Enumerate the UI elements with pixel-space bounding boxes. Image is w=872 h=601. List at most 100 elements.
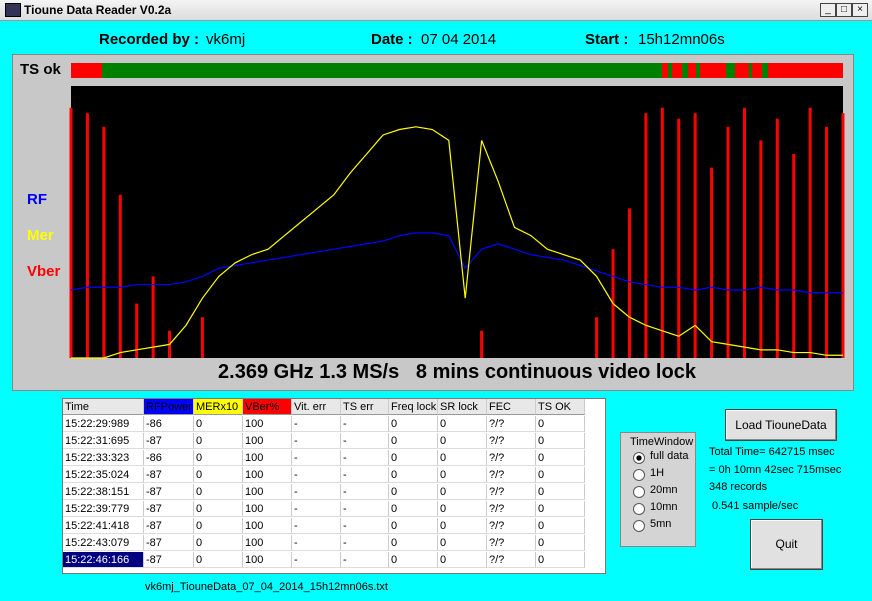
table-cell[interactable]: - [292,501,341,517]
table-cell[interactable]: -86 [144,416,194,432]
table-cell[interactable]: ?/? [487,467,536,483]
table-cell[interactable]: 0 [536,535,585,551]
radio-button[interactable] [633,503,645,515]
table-cell[interactable]: - [292,552,341,568]
table-cell[interactable]: 0 [194,535,243,551]
table-cell[interactable]: ?/? [487,501,536,517]
table-cell[interactable]: 15:22:43:079 [63,535,144,551]
radio-button[interactable] [633,452,645,464]
table-cell[interactable]: 0 [536,552,585,568]
table-cell[interactable]: - [341,433,389,449]
table-cell[interactable]: ?/? [487,484,536,500]
table-cell[interactable]: 0 [194,450,243,466]
table-cell[interactable]: -87 [144,518,194,534]
table-cell[interactable]: 0 [389,535,438,551]
radio-label[interactable]: 10mn [650,501,678,513]
table-cell[interactable]: 0 [194,552,243,568]
table-cell[interactable]: 100 [243,416,292,432]
table-cell[interactable]: 0 [194,467,243,483]
table-cell[interactable]: 0 [438,450,487,466]
table-cell[interactable]: ?/? [487,518,536,534]
table-cell[interactable]: 100 [243,501,292,517]
table-cell[interactable]: - [341,484,389,500]
table-cell[interactable]: ?/? [487,535,536,551]
table-cell[interactable]: 0 [389,484,438,500]
table-cell[interactable]: 100 [243,450,292,466]
table-cell[interactable]: 100 [243,518,292,534]
table-cell[interactable]: 0 [536,518,585,534]
table-cell[interactable]: 0 [194,501,243,517]
table-cell[interactable]: - [341,450,389,466]
minimize-button[interactable]: _ [820,3,836,17]
table-cell[interactable]: 0 [389,501,438,517]
table-cell[interactable]: - [292,450,341,466]
table-cell[interactable]: 0 [438,467,487,483]
table-cell[interactable]: 0 [536,467,585,483]
table-cell[interactable]: - [292,535,341,551]
table-cell[interactable]: -87 [144,484,194,500]
table-cell[interactable]: ?/? [487,552,536,568]
table-cell[interactable]: 0 [194,433,243,449]
table-cell[interactable]: 0 [389,552,438,568]
table-cell[interactable]: 100 [243,433,292,449]
table-cell[interactable]: -87 [144,433,194,449]
table-cell[interactable]: 0 [389,433,438,449]
table-cell[interactable]: - [341,535,389,551]
table-cell[interactable]: -87 [144,535,194,551]
table-cell[interactable]: - [341,501,389,517]
table-cell[interactable]: ?/? [487,450,536,466]
table-cell[interactable]: 0 [536,501,585,517]
table-cell[interactable]: - [341,518,389,534]
table-cell[interactable]: 15:22:39:779 [63,501,144,517]
table-cell[interactable]: -87 [144,552,194,568]
table-cell[interactable]: 0 [389,450,438,466]
table-cell[interactable]: 0 [194,416,243,432]
table-cell[interactable]: 100 [243,535,292,551]
table-cell[interactable]: - [341,552,389,568]
table-cell[interactable]: 0 [438,433,487,449]
radio-label[interactable]: 20mn [650,484,678,496]
table-cell[interactable]: -87 [144,467,194,483]
table-cell[interactable]: 15:22:35:024 [63,467,144,483]
table-cell[interactable]: - [341,416,389,432]
table-cell[interactable]: 0 [438,416,487,432]
table-cell[interactable]: 0 [438,484,487,500]
table-cell[interactable]: 0 [194,518,243,534]
table-cell[interactable]: 15:22:41:418 [63,518,144,534]
table-cell[interactable]: 15:22:29:989 [63,416,144,432]
table-cell[interactable]: 0 [438,552,487,568]
table-cell[interactable]: 0 [536,450,585,466]
table-cell[interactable]: 0 [536,484,585,500]
table-cell[interactable]: 15:22:38:151 [63,484,144,500]
table-cell[interactable]: 0 [389,416,438,432]
table-cell[interactable]: - [292,484,341,500]
table-cell[interactable]: 100 [243,467,292,483]
table-cell[interactable]: 15:22:33:323 [63,450,144,466]
radio-button[interactable] [633,486,645,498]
table-cell[interactable]: 100 [243,484,292,500]
radio-button[interactable] [633,469,645,481]
radio-button[interactable] [633,520,645,532]
table-cell[interactable]: 15:22:46:166 [63,552,144,568]
radio-label[interactable]: 5mn [650,518,672,530]
table-cell[interactable]: - [341,467,389,483]
radio-label[interactable]: full data [650,450,689,462]
table-cell[interactable]: 0 [438,518,487,534]
table-cell[interactable]: 0 [438,501,487,517]
table-cell[interactable]: 0 [194,484,243,500]
table-cell[interactable]: 0 [536,416,585,432]
table-cell[interactable]: - [292,518,341,534]
table-cell[interactable]: ?/? [487,433,536,449]
radio-label[interactable]: 1H [650,467,665,479]
table-cell[interactable]: - [292,433,341,449]
table-cell[interactable]: -87 [144,501,194,517]
quit-button[interactable]: Quit [750,519,823,570]
table-cell[interactable]: 15:22:31:695 [63,433,144,449]
load-button[interactable]: Load TiouneData [725,409,837,441]
table-cell[interactable]: 0 [438,535,487,551]
maximize-button[interactable]: □ [836,3,852,17]
table-cell[interactable]: 0 [536,433,585,449]
table-cell[interactable]: 100 [243,552,292,568]
table-cell[interactable]: - [292,467,341,483]
table-cell[interactable]: ?/? [487,416,536,432]
